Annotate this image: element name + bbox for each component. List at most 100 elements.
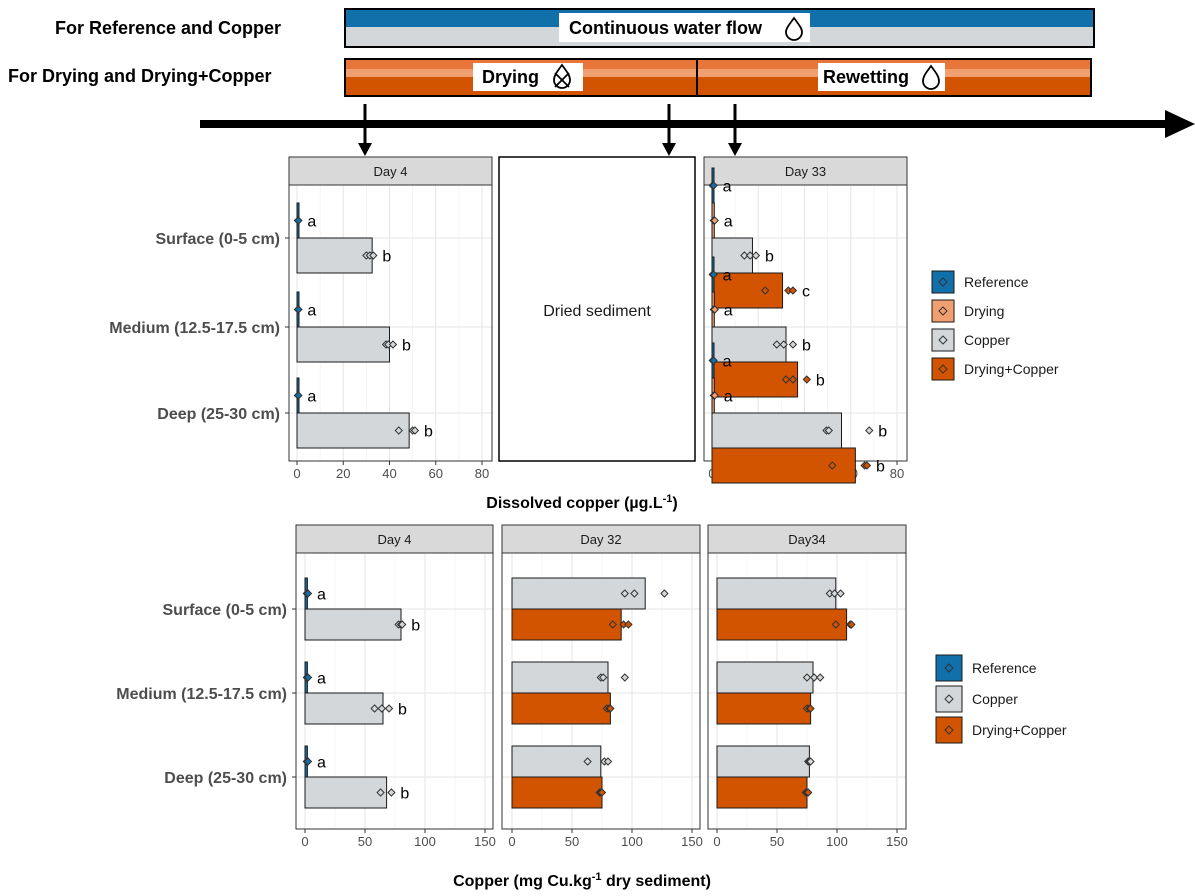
category-label-surface-0-5-cm: Surface (0-5 cm) (156, 231, 281, 248)
significance-letter: a (724, 303, 733, 320)
crossed-drop-icon (553, 63, 571, 89)
x-tick-label: 0 (293, 466, 300, 481)
bar-group-reference: a (708, 256, 732, 293)
bar-drying-copper (511, 692, 611, 725)
drying-label: Drying (482, 67, 539, 87)
data-point (806, 757, 815, 766)
x-tick-label: 0 (508, 834, 515, 849)
significance-letter: c (802, 284, 810, 301)
data-point (862, 461, 872, 470)
x-tick-label: 20 (336, 466, 350, 481)
bar-drying-copper (716, 608, 848, 641)
category-label-deep-25-30-cm: Deep (25-30 cm) (157, 406, 280, 423)
data-point (303, 673, 313, 682)
bar-group-drying-copper (511, 608, 633, 641)
significance-letter: a (317, 671, 326, 688)
legend-key-point (938, 277, 948, 287)
bar-group-copper: b (296, 412, 433, 449)
significance-letter: b (400, 786, 409, 803)
sampling-arrow-drying (662, 104, 676, 156)
data-point (802, 673, 812, 682)
data-point (370, 704, 379, 713)
panel-border (295, 552, 494, 830)
panel-title: Day 4 (374, 164, 408, 179)
significance-letter: a (724, 214, 733, 231)
legend-item-copper: Copper (931, 328, 1010, 352)
significance-letter: b (876, 459, 885, 476)
bar-group-copper: b (296, 237, 391, 274)
panel-day-4: Day 4 0 20 40 60 80 a b a b a b (285, 156, 493, 481)
data-point (660, 589, 669, 598)
legend-key-point (938, 306, 948, 316)
significance-letter: b (802, 338, 811, 355)
x-tick-label: 150 (681, 834, 703, 849)
legend-key-point (938, 335, 948, 345)
sampling-arrow-day33 (728, 104, 742, 156)
bar-group-drying-copper: b (711, 447, 885, 484)
bar-copper (711, 412, 842, 449)
bar-copper (296, 237, 373, 274)
significance-letter: b (382, 249, 391, 266)
bar-group-copper (511, 577, 669, 610)
significance-letter: b (398, 702, 407, 719)
data-point (745, 251, 755, 260)
panel-title: Day34 (788, 532, 826, 547)
data-point (779, 340, 788, 349)
data-point (394, 426, 403, 435)
data-point (303, 589, 313, 598)
bar-copper (511, 661, 609, 694)
chart-dissolved-copper: Dried sediment Dissolved copper (µg.L-1)… (109, 156, 1059, 512)
bar-group-copper (511, 661, 630, 694)
data-point (751, 251, 761, 260)
drying-rewetting-bar: Drying Rewetting (344, 58, 1092, 97)
legend-item-drying-copper: Drying+Copper (931, 357, 1059, 381)
significance-letter: b (402, 338, 411, 355)
x-tick-label: 50 (358, 834, 372, 849)
x-tick-label: 80 (475, 466, 489, 481)
significance-letter: a (723, 268, 732, 285)
panel-strip (703, 156, 908, 186)
panel-border (707, 552, 907, 830)
bar-group-reference: a (293, 377, 316, 414)
x-tick-label: 0 (713, 834, 720, 849)
category-label-surface-0-5-cm: Surface (0-5 cm) (163, 602, 288, 619)
data-point (781, 375, 791, 384)
legend-key-point (944, 725, 954, 735)
data-point (606, 704, 615, 713)
data-point (630, 589, 639, 598)
significance-letter: a (724, 389, 733, 406)
data-point (815, 673, 825, 682)
data-point (603, 757, 613, 766)
legend-item-reference: Reference (935, 654, 1037, 682)
bar-copper (296, 326, 390, 363)
significance-letter: b (765, 249, 774, 266)
data-point (710, 305, 719, 314)
data-point (294, 391, 303, 400)
data-point (709, 181, 718, 190)
legend-key-point (944, 694, 954, 704)
bar-group-drying-copper (511, 692, 615, 725)
data-point (583, 757, 592, 766)
legend-label: Reference (964, 274, 1029, 290)
data-point (830, 589, 839, 598)
panel-day-32: Day 32 0 50 100 150 (501, 524, 703, 849)
bar-copper (716, 745, 810, 778)
x-axis-title-sediment: Copper (mg Cu.kg-1 dry sediment) (453, 871, 711, 890)
panel-title: Day 4 (378, 532, 412, 547)
data-point (831, 620, 841, 629)
panel-title: Day 32 (580, 532, 621, 547)
bar-copper (716, 577, 837, 610)
panel-day-33: Day 33020406080aabcaabbaabb (703, 156, 908, 484)
bar-group-copper: b (711, 412, 887, 449)
x-tick-label: 0 (301, 834, 308, 849)
bar-group-copper (511, 745, 613, 778)
x-tick-label: 150 (474, 834, 496, 849)
bar-group-copper (716, 661, 825, 694)
row2-label: For Drying and Drying+Copper (8, 66, 272, 86)
time-arrow (200, 110, 1195, 138)
legend-label: Copper (964, 332, 1010, 348)
significance-letter: a (307, 214, 316, 231)
x-tick-label: 80 (890, 466, 904, 481)
bar-group-drying-copper (511, 776, 607, 809)
x-axis-title-dissolved: Dissolved copper (µg.L-1) (486, 493, 677, 512)
